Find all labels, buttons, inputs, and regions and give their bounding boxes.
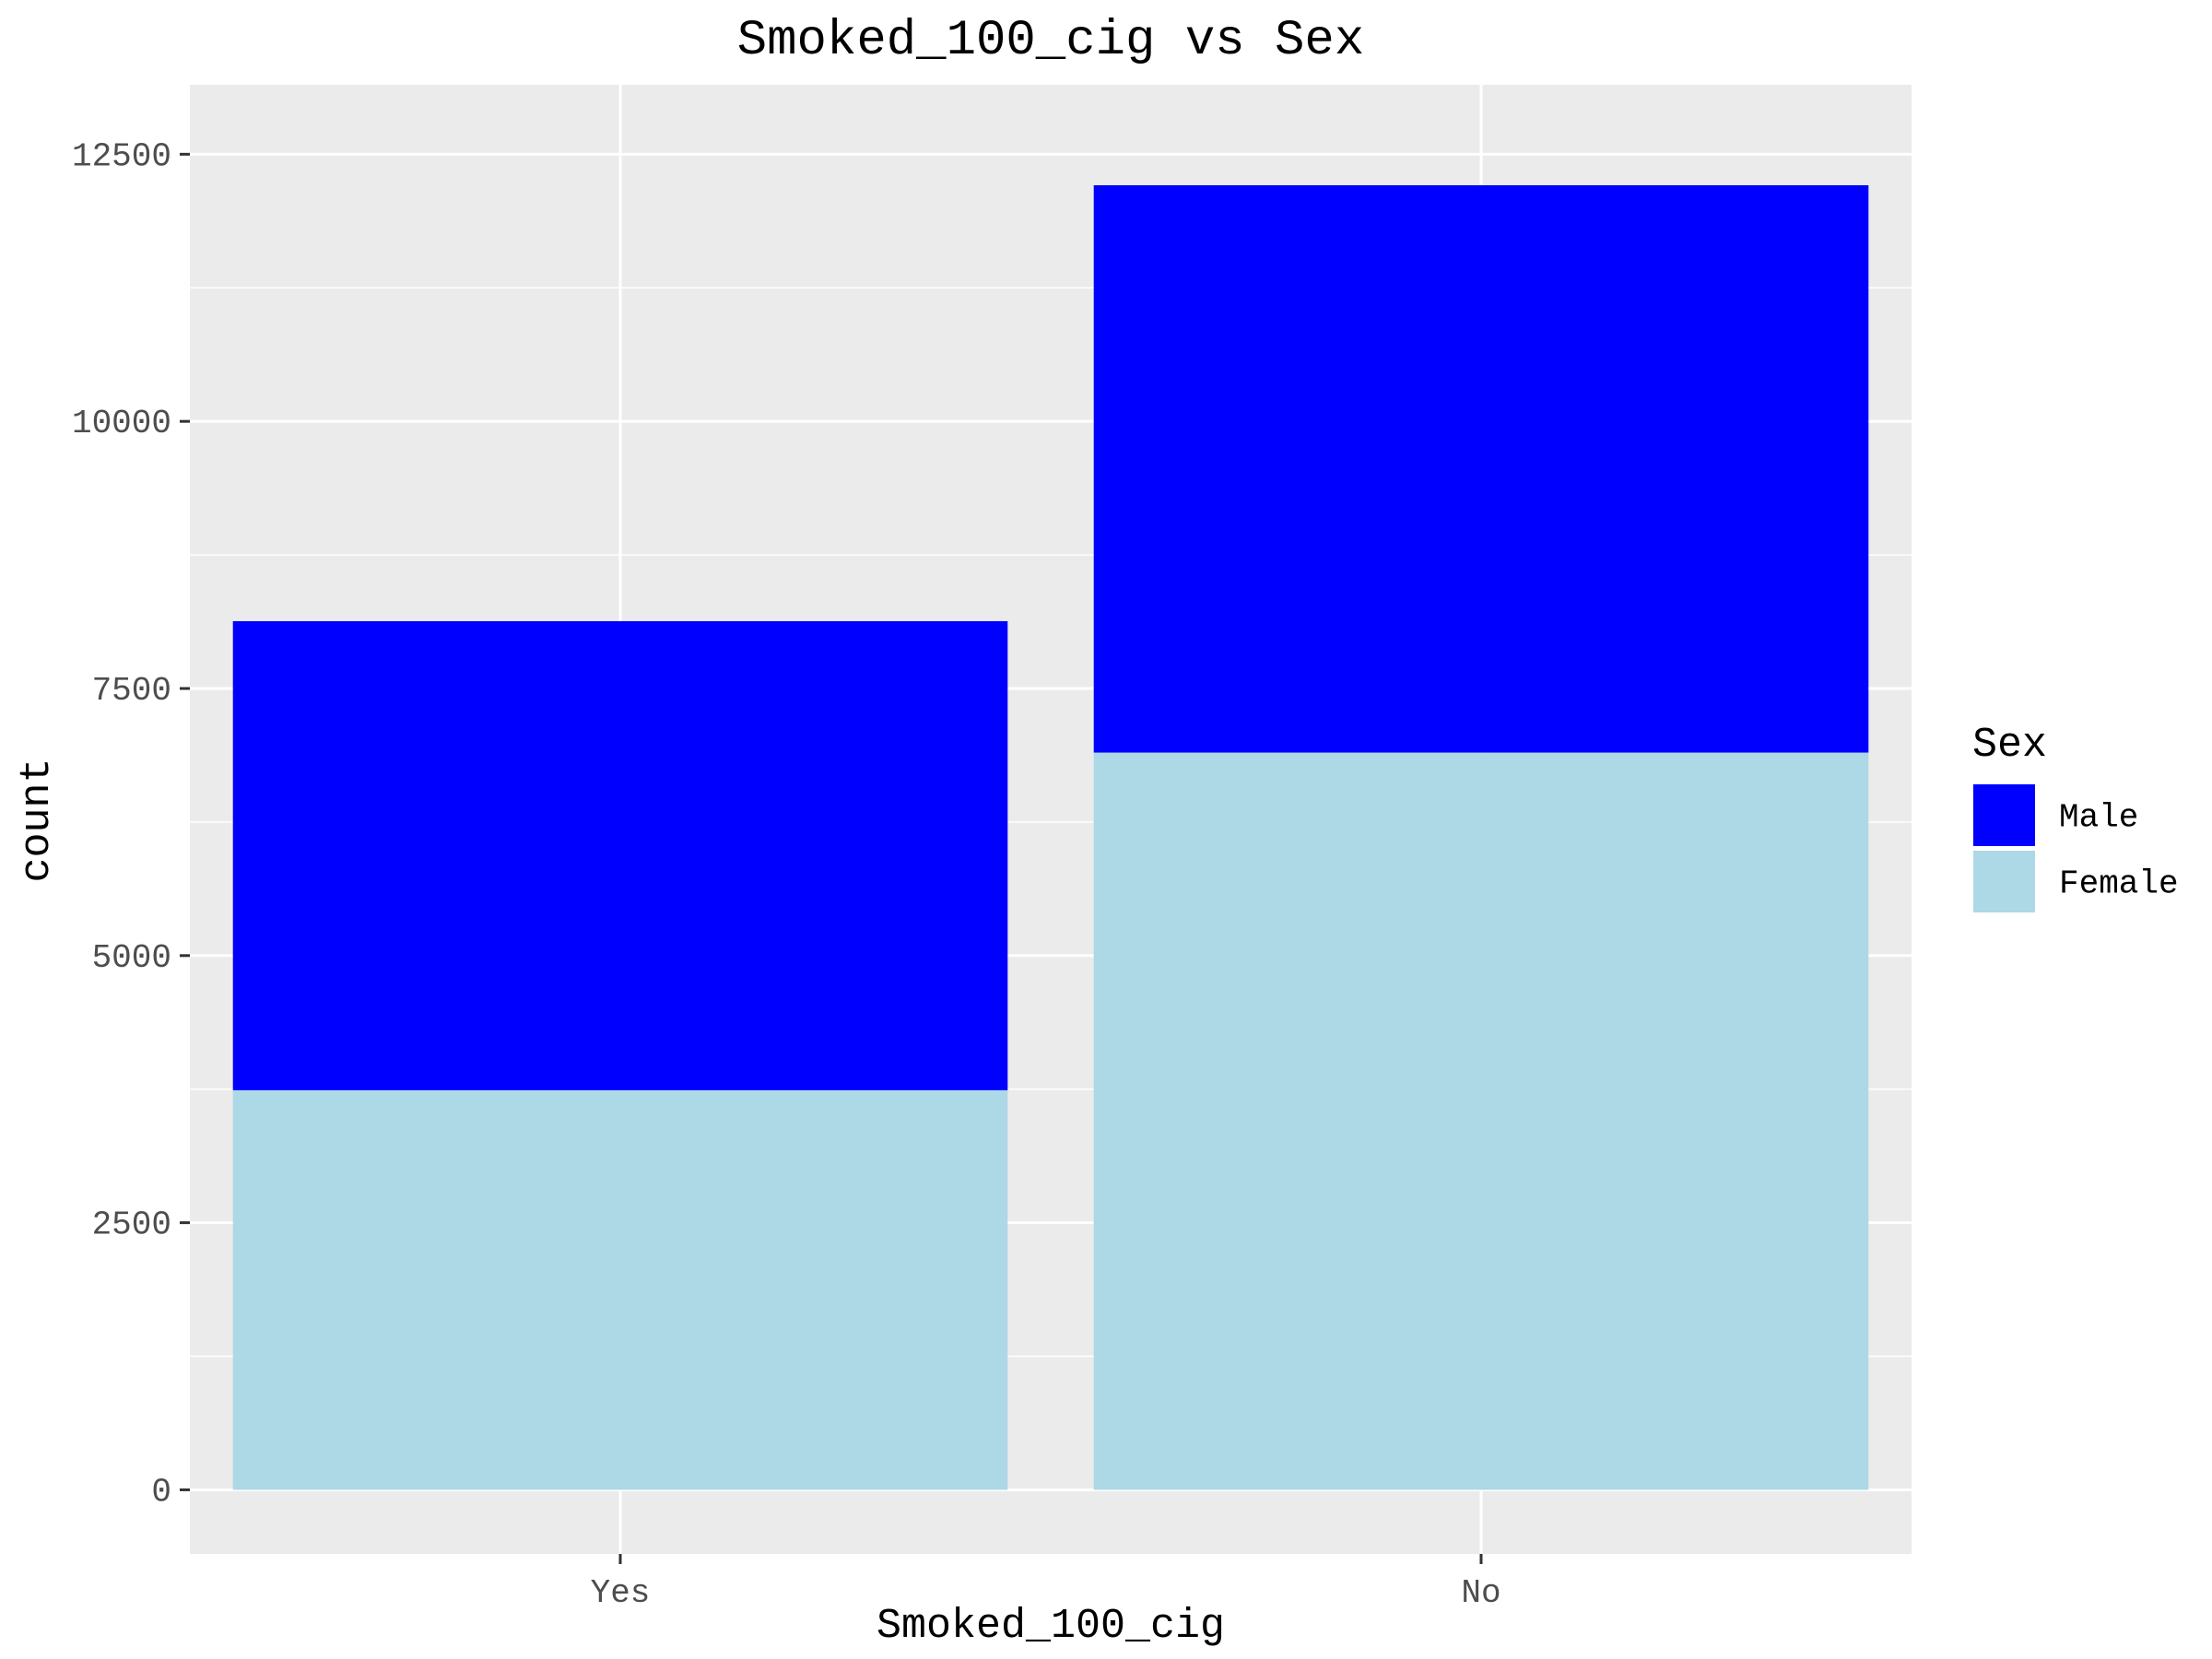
x-tick-label: No — [1461, 1574, 1500, 1612]
legend-key-female — [1971, 849, 2037, 914]
y-axis-title: count — [14, 758, 61, 882]
y-tick-label: 7500 — [92, 672, 171, 710]
chart-title: Smoked_100_cig vs Sex — [737, 13, 1365, 69]
y-tick-label: 2500 — [92, 1206, 171, 1244]
x-axis-title: Smoked_100_cig — [877, 1603, 1225, 1650]
legend: Sex Male Female — [1971, 722, 2179, 914]
y-tick-label: 12500 — [72, 137, 171, 175]
y-tick-label: 5000 — [92, 939, 171, 977]
bar-yes-female — [232, 1089, 1008, 1490]
y-tick-label: 10000 — [72, 405, 171, 442]
legend-title: Sex — [1972, 722, 2047, 769]
legend-label-female: Female — [2059, 865, 2179, 903]
bars — [232, 184, 1869, 1490]
y-tick-label: 0 — [151, 1473, 171, 1511]
legend-label-male: Male — [2059, 799, 2138, 837]
y-axis: 0 2500 5000 7500 10000 12500 — [72, 137, 190, 1511]
x-tick-label: Yes — [591, 1574, 651, 1612]
bar-no-female — [1093, 752, 1869, 1490]
bar-no-male — [1093, 184, 1869, 753]
x-axis: Yes No — [591, 1554, 1501, 1612]
legend-key-male — [1971, 782, 2037, 848]
bar-yes-male — [232, 620, 1008, 1090]
